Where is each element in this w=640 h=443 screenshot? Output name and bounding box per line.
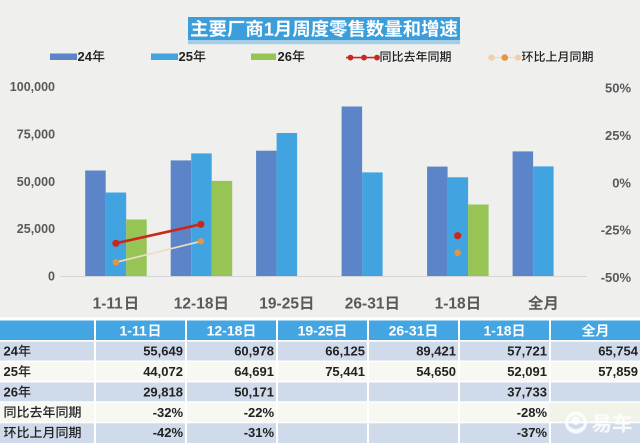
svg-text:0%: 0% bbox=[612, 175, 631, 190]
svg-text:26: 26 bbox=[278, 49, 292, 64]
svg-text:1-11: 1-11 bbox=[93, 296, 124, 313]
svg-text:19-25: 19-25 bbox=[298, 323, 334, 339]
svg-text:-31%: -31% bbox=[244, 425, 275, 440]
svg-text:50,171: 50,171 bbox=[234, 384, 274, 399]
svg-text:1-18: 1-18 bbox=[435, 296, 466, 313]
svg-text:25: 25 bbox=[179, 49, 193, 64]
svg-text:-25%: -25% bbox=[601, 223, 632, 238]
svg-text:50,000: 50,000 bbox=[17, 175, 55, 189]
svg-text:26: 26 bbox=[4, 384, 18, 399]
svg-text:54,650: 54,650 bbox=[416, 364, 456, 379]
svg-text:50%: 50% bbox=[605, 81, 631, 96]
svg-text:37,733: 37,733 bbox=[507, 384, 547, 399]
svg-text:19-25: 19-25 bbox=[259, 296, 299, 313]
svg-text:-32%: -32% bbox=[153, 405, 184, 420]
svg-text:75,000: 75,000 bbox=[17, 127, 55, 141]
svg-text:12-18: 12-18 bbox=[207, 323, 243, 339]
svg-text:57,721: 57,721 bbox=[507, 344, 547, 359]
svg-text:29,818: 29,818 bbox=[143, 384, 183, 399]
svg-text:100,000: 100,000 bbox=[10, 80, 55, 94]
svg-text:-50%: -50% bbox=[601, 270, 632, 285]
svg-text:25,000: 25,000 bbox=[17, 222, 55, 236]
svg-text:25: 25 bbox=[4, 364, 18, 379]
svg-text:66,125: 66,125 bbox=[325, 344, 365, 359]
svg-text:75,441: 75,441 bbox=[325, 364, 365, 379]
svg-text:-22%: -22% bbox=[244, 405, 275, 420]
svg-text:-37%: -37% bbox=[517, 425, 548, 440]
svg-text:24: 24 bbox=[4, 344, 19, 359]
svg-text:89,421: 89,421 bbox=[416, 344, 456, 359]
svg-text:1: 1 bbox=[264, 18, 274, 39]
svg-text:24: 24 bbox=[78, 49, 93, 64]
svg-text:-42%: -42% bbox=[153, 425, 184, 440]
svg-text:25%: 25% bbox=[605, 128, 631, 143]
svg-text:64,691: 64,691 bbox=[234, 364, 274, 379]
svg-text:60,978: 60,978 bbox=[234, 344, 274, 359]
svg-text:1-11: 1-11 bbox=[120, 323, 147, 339]
svg-text:0: 0 bbox=[48, 270, 55, 284]
svg-text:1-18: 1-18 bbox=[484, 323, 512, 339]
svg-text:57,859: 57,859 bbox=[598, 364, 638, 379]
svg-text:65,754: 65,754 bbox=[598, 344, 639, 359]
svg-text:26-31: 26-31 bbox=[345, 296, 385, 313]
svg-text:44,072: 44,072 bbox=[143, 364, 183, 379]
svg-text:52,091: 52,091 bbox=[507, 364, 547, 379]
svg-text:55,649: 55,649 bbox=[143, 344, 183, 359]
svg-text:12-18: 12-18 bbox=[174, 296, 214, 313]
svg-text:26-31: 26-31 bbox=[389, 323, 425, 339]
svg-text:-28%: -28% bbox=[517, 405, 548, 420]
